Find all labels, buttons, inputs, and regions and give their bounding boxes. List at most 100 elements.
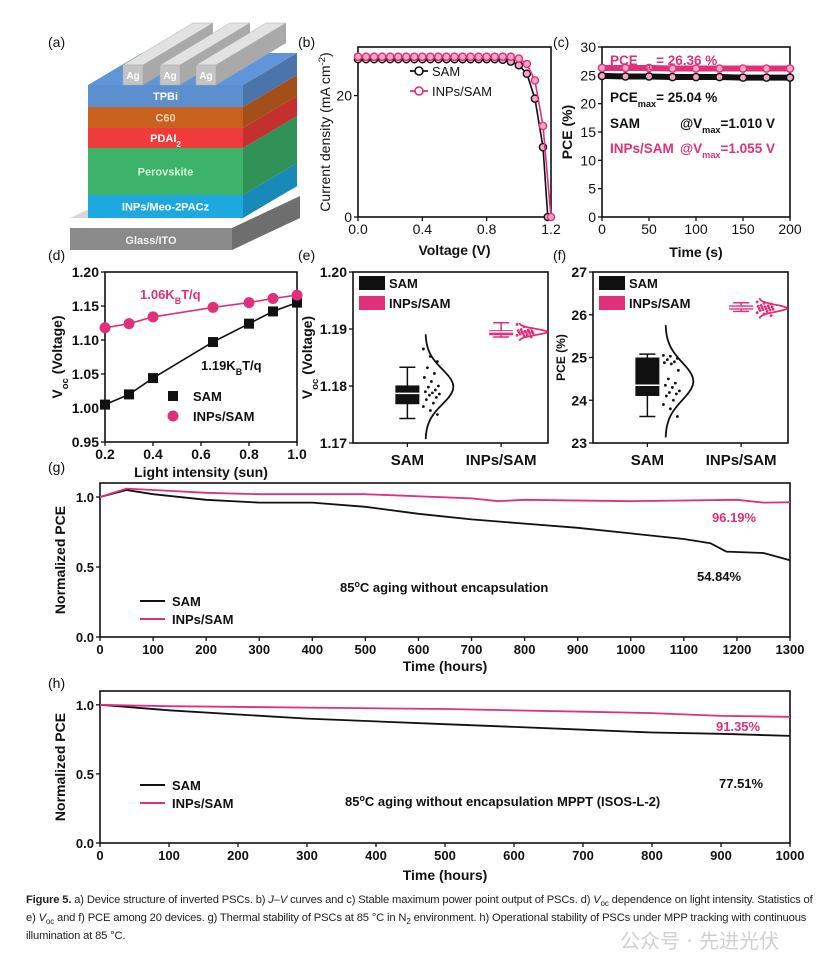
panel-b-series-inps-marker: [369, 52, 379, 62]
panel-e-chart: SAM INPs/SAM 1.17 1.18 1.19 1.20 Voc (Voltage)…: [299, 264, 549, 469]
panel-d-chart: 0.2 0.4 0.6 0.8 1.0 0.95 1.00 1.05 1.10 1.15 1.20 L…: [49, 264, 307, 480]
panel-c-series-inps-marker: [597, 63, 607, 73]
caption-part: V: [38, 912, 46, 925]
panel-h-xtick-label: 100: [158, 848, 180, 863]
layer-perovskite: [88, 148, 243, 195]
panel-f-inps-point: [759, 303, 763, 307]
panel-f-inps-point: [760, 306, 764, 309]
panel-e-sam-point: [425, 366, 429, 370]
panel-d-ylabel-part: oc: [60, 377, 71, 389]
panel-f-inps-point: [755, 311, 759, 315]
panel-d-annotation-part: B: [236, 367, 242, 377]
panel-label: (c): [553, 34, 569, 50]
panel-e-sam-point: [421, 347, 425, 351]
panel-f-sam-point: [667, 391, 671, 394]
panel-e-ylabel-part: (Voltage): [299, 316, 315, 379]
panel-h-xtick-label: 200: [227, 848, 249, 863]
panel-e-sam-distribution-curve: [424, 334, 455, 440]
figure-caption: Figure 5. a) Device structure of inverte…: [26, 893, 821, 944]
panel-b-xtick-label: 0.8: [477, 221, 497, 237]
panel-h-legend-label: INPs/SAM: [172, 796, 233, 811]
panel-g-ytick-label: 0.0: [76, 630, 94, 645]
panel-d-ytick-label: 1.05: [72, 366, 99, 382]
panel-h-annotation-part: C aging without encapsulation MPPT (ISOS…: [365, 794, 660, 809]
panel-f-sam-point: [668, 354, 672, 358]
panel-d-series-inps-marker: [147, 311, 159, 323]
panel-label: (g): [48, 459, 65, 475]
panel-c-ylabel: PCE (%): [559, 105, 575, 159]
panel-f-sam-box: [635, 357, 660, 396]
caption-text: a) Device structure of inverted PSCs. b)…: [26, 894, 813, 942]
panel-d-annotation-part: 1.06K: [140, 287, 175, 302]
panel-h-xtick-label: 700: [572, 848, 594, 863]
panel-f-legend-swatch: [599, 296, 625, 310]
panel-e-sam-point: [436, 384, 440, 388]
panel-e-inps-point: [524, 331, 528, 334]
panel-label: (e): [298, 247, 315, 263]
panel-f-inps-point: [769, 314, 773, 318]
panel-d-ytick-label: 1.00: [72, 400, 99, 416]
panel-d-series-inps-marker: [291, 289, 303, 301]
caption-part: oc: [45, 917, 55, 927]
panel-d-annotation: 1.19KBT/q: [201, 358, 262, 377]
panel-f-ytick-label: 23: [571, 435, 587, 451]
panel-b-series-inps-marker: [506, 52, 516, 62]
panel-h-annotation-part: o: [359, 793, 365, 803]
ag-electrode-side: [216, 23, 286, 85]
panel-h-annotation-part: 91.35%: [716, 719, 761, 734]
panel-h-xtick-label: 0: [96, 848, 103, 863]
panel-g-annotation-part: 85: [340, 580, 354, 595]
panel-f-inps-point: [766, 304, 770, 308]
panel-b-ytick-label: 20: [336, 88, 352, 104]
panel-g-legend-label: SAM: [172, 594, 201, 609]
panel-g-xtick-label: 400: [301, 642, 323, 657]
panel-c-annotation-part: INPs/SAM: [610, 141, 674, 156]
ag-electrode: [122, 64, 144, 86]
panel-h-xtick-label: 300: [296, 848, 318, 863]
panel-c-series-inps-marker: [644, 63, 654, 73]
panel-e-inps-point: [521, 332, 525, 335]
panel-b-series-inps-marker: [546, 212, 556, 222]
panel-b-series-inps-marker: [426, 52, 435, 62]
panel-d-series-inps-marker: [123, 318, 135, 330]
panel-b-ylabel-part: -2: [317, 57, 328, 65]
panel-d-series-inps-marker: [207, 301, 219, 313]
caption-part: and f) PCE among 20 devices. g) Thermal …: [54, 912, 407, 925]
panel-h-xtick-label: 500: [434, 848, 456, 863]
caption-label: Figure 5.: [26, 894, 72, 906]
panel-b-series-inps-marker: [538, 121, 548, 131]
panel-e-category-label: INPs/SAM: [466, 452, 537, 469]
panel-c-annotation-part: max: [702, 150, 721, 160]
panel-c-xtick-label: 50: [641, 221, 657, 237]
panel-g-xtick-label: 700: [461, 642, 483, 657]
panel-g-annotation: 96.19%: [712, 510, 757, 525]
panel-h-xlabel-part: Time (hours): [403, 867, 488, 883]
panel-b-series-inps-marker: [482, 52, 491, 62]
caption-part: J–V: [268, 894, 288, 906]
panel-f-sam-point: [676, 368, 680, 372]
panel-d-annotation-part: 1.19K: [201, 358, 236, 373]
panel-e-sam-point: [421, 405, 425, 408]
panel-c-ytick-label: 25: [580, 67, 596, 83]
panel-h-ytick-label: 1.0: [76, 698, 94, 713]
panel-f-sam-point: [668, 407, 672, 411]
panel-h-annotation: 77.51%: [719, 776, 764, 791]
panel-e-inps-point: [515, 333, 519, 337]
panel-f-sam-point: [671, 398, 675, 402]
panel-f-inps-point: [770, 305, 774, 309]
panel-c-series-inps-marker: [738, 64, 748, 73]
panel-c-annotation-part: = 25.04 %: [656, 90, 717, 105]
panel-c-annotation-part: =1.010 V: [721, 116, 775, 131]
panel-b-series-inps-marker: [393, 52, 403, 62]
panel-c-ytick-label: 5: [588, 181, 596, 197]
layer-label-part: PDAI: [150, 133, 176, 145]
panel-f-sam-point: [672, 360, 676, 364]
panel-f-sam-point: [675, 415, 679, 418]
panel-f-sam-point: [673, 381, 677, 385]
panel-d-series-sam-marker: [148, 373, 158, 384]
panel-e-sam-point: [424, 398, 428, 402]
panel-label: (d): [48, 247, 65, 263]
layer-side-face: [243, 163, 297, 218]
layer-side-face: [243, 53, 297, 107]
panel-b-series-inps-line: [358, 55, 552, 218]
